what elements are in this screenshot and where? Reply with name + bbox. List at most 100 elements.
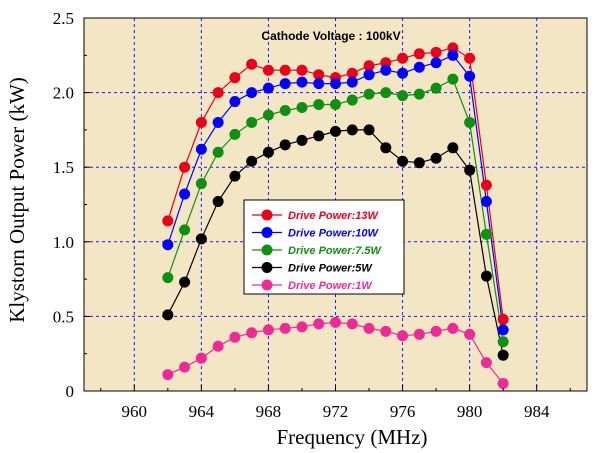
data-point <box>162 215 174 227</box>
y-tick-label: 0.5 <box>53 307 74 326</box>
data-point <box>313 99 325 111</box>
data-point <box>195 143 207 155</box>
data-point <box>430 152 442 164</box>
y-tick-label: 1.5 <box>53 158 74 177</box>
data-point <box>480 179 492 191</box>
data-point <box>346 76 358 88</box>
data-point <box>195 352 207 364</box>
x-tick-label: 960 <box>122 402 148 421</box>
data-point <box>380 87 392 99</box>
data-point <box>229 72 241 84</box>
legend-marker <box>261 209 273 221</box>
data-point <box>162 369 174 381</box>
data-point <box>330 316 341 328</box>
data-point <box>279 322 291 334</box>
data-point <box>363 88 375 100</box>
data-point <box>480 228 492 240</box>
data-point <box>179 161 191 173</box>
data-point <box>179 276 191 288</box>
data-point <box>380 64 392 76</box>
data-point <box>212 87 224 99</box>
data-point <box>413 88 425 100</box>
data-point <box>262 324 274 336</box>
data-point <box>246 58 258 70</box>
legend-marker <box>261 227 273 238</box>
data-point <box>262 64 274 76</box>
data-point <box>313 130 325 142</box>
data-point <box>363 60 375 72</box>
legend-marker <box>261 244 273 256</box>
data-point <box>363 322 375 334</box>
y-tick-label: 0 <box>66 382 75 401</box>
x-tick-label: 968 <box>256 402 282 421</box>
data-point <box>296 321 308 333</box>
data-point <box>212 146 224 158</box>
data-point <box>179 361 191 373</box>
data-point <box>162 239 174 251</box>
x-tick-label: 984 <box>524 402 550 421</box>
cathode-voltage-annotation: Cathode Voltage : 100kV <box>261 29 400 43</box>
data-point <box>447 322 459 334</box>
axis-ticks <box>84 17 571 392</box>
series-points <box>162 42 509 390</box>
legend: Drive Power:13W Drive Power:10W Drive Powe… <box>243 199 405 295</box>
y-tick-label: 2.0 <box>53 84 74 103</box>
data-point <box>229 128 241 140</box>
data-point <box>447 142 459 154</box>
data-point <box>195 233 207 245</box>
data-point <box>497 324 509 336</box>
data-point <box>464 70 476 82</box>
legend-marker <box>261 279 273 291</box>
data-point <box>179 224 191 236</box>
data-point <box>397 67 409 79</box>
y-tick-label: 1.0 <box>53 233 74 252</box>
data-point <box>346 318 358 330</box>
data-point <box>179 188 191 200</box>
data-point <box>430 325 442 337</box>
data-point <box>195 116 207 128</box>
data-point <box>195 178 207 190</box>
data-point <box>464 164 476 176</box>
data-point <box>346 124 358 136</box>
data-point <box>447 73 459 85</box>
data-point <box>497 313 509 325</box>
data-point <box>447 49 459 61</box>
data-point <box>413 61 425 73</box>
data-point <box>330 99 341 111</box>
data-point <box>279 105 291 117</box>
data-point <box>330 125 341 137</box>
x-tick-label: 980 <box>457 402 483 421</box>
data-point <box>380 325 392 337</box>
data-point <box>397 90 409 102</box>
data-point <box>464 116 476 128</box>
legend-label: Drive Power:10W <box>288 228 379 240</box>
data-point <box>212 340 224 352</box>
data-point <box>162 309 174 321</box>
data-point <box>313 69 325 81</box>
data-point <box>497 378 509 390</box>
data-point <box>246 116 258 128</box>
data-point <box>313 318 325 330</box>
y-axis-title: Klystorn Output Power (kW) <box>5 77 29 323</box>
data-point <box>229 96 241 108</box>
data-point <box>346 94 358 106</box>
data-point <box>480 357 492 369</box>
data-point <box>464 328 476 340</box>
data-point <box>262 146 274 158</box>
data-point <box>497 336 509 348</box>
data-point <box>296 102 308 114</box>
data-point <box>279 139 291 151</box>
data-point <box>246 327 258 339</box>
data-point <box>363 69 375 81</box>
data-point <box>246 87 258 99</box>
data-point <box>397 155 409 167</box>
x-axis-title: Frequency (MHz) <box>276 425 427 449</box>
data-point <box>346 67 358 79</box>
legend-label: Drive Power:7.5W <box>288 245 383 257</box>
data-point <box>262 109 274 121</box>
data-point <box>279 78 291 90</box>
data-point <box>413 157 425 169</box>
x-tick-label: 976 <box>390 402 416 421</box>
legend-label: Drive Power:5W <box>288 263 373 275</box>
data-point <box>397 330 409 342</box>
